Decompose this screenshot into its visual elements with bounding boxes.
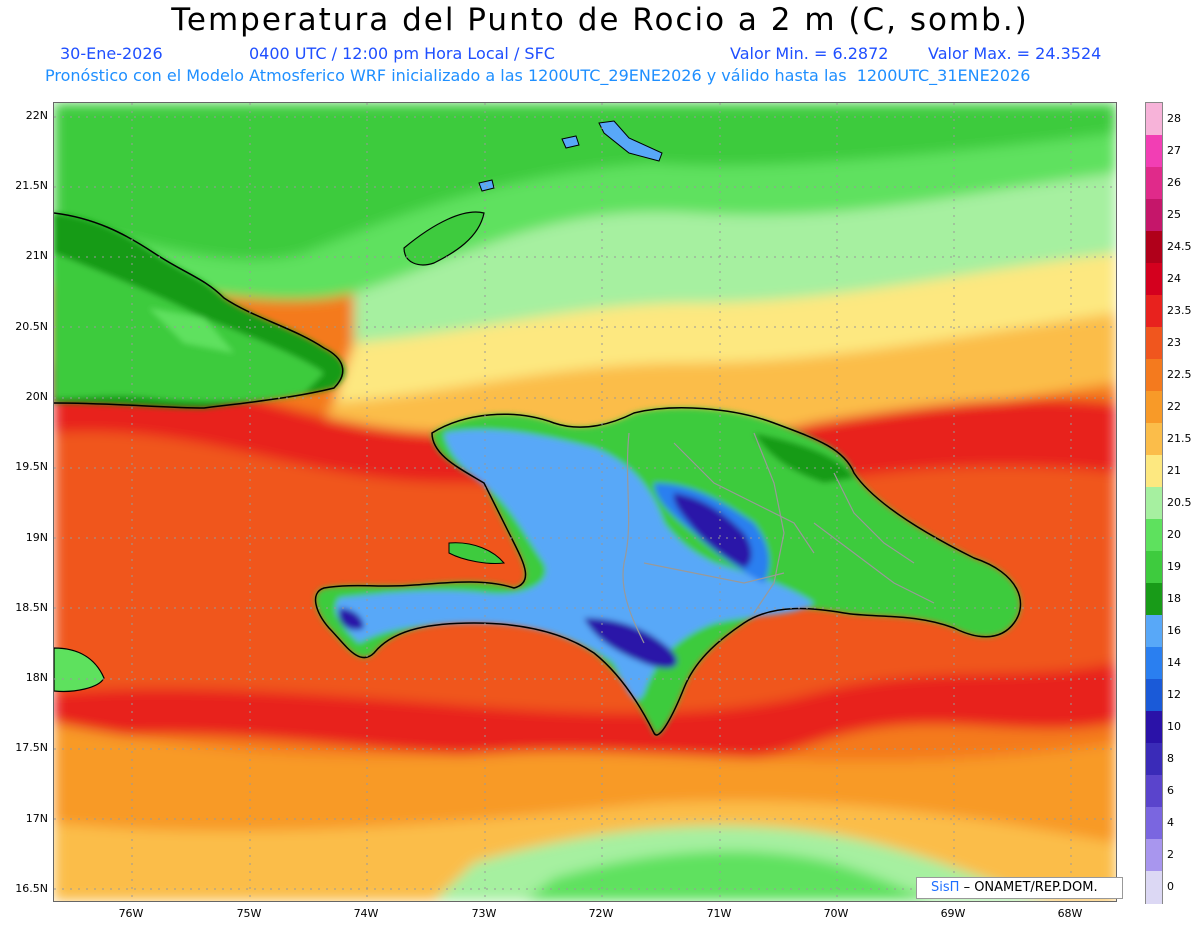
colorbar-swatch <box>1146 647 1162 680</box>
colorbar-swatch <box>1146 743 1162 776</box>
sispi-logo: SisΠ <box>931 880 960 895</box>
colorbar-label: 10 <box>1167 720 1181 733</box>
colorbar-swatch <box>1146 135 1162 168</box>
credit-box: SisΠ – ONAMET/REP.DOM. <box>916 877 1123 899</box>
colorbar-swatch <box>1146 391 1162 424</box>
date-label: 30-Ene-2026 <box>60 44 163 63</box>
colorbar-label: 14 <box>1167 656 1181 669</box>
colorbar-swatch <box>1146 871 1162 904</box>
colorbar-label: 24.5 <box>1167 240 1192 253</box>
colorbar-label: 4 <box>1167 816 1174 829</box>
lon-label: 73W <box>471 907 497 920</box>
colorbar-swatch <box>1146 455 1162 488</box>
colorbar-swatch <box>1146 615 1162 648</box>
lon-label: 71W <box>706 907 732 920</box>
colorbar-swatch <box>1146 583 1162 616</box>
lat-label: 17.5N <box>15 741 48 754</box>
colorbar-swatch <box>1146 519 1162 552</box>
colorbar-label: 22.5 <box>1167 368 1192 381</box>
lat-label: 19N <box>25 531 48 544</box>
colorbar-label: 26 <box>1167 176 1181 189</box>
lon-label: 75W <box>236 907 262 920</box>
colorbar-label: 18 <box>1167 592 1181 605</box>
colorbar-label: 27 <box>1167 144 1181 157</box>
colorbar-swatch <box>1146 839 1162 872</box>
colorbar-label: 2 <box>1167 848 1174 861</box>
colorbar-swatch <box>1146 679 1162 712</box>
chart-title: Temperatura del Punto de Rocio a 2 m (C,… <box>171 2 1029 38</box>
colorbar-swatch <box>1146 711 1162 744</box>
colorbar-swatch <box>1146 167 1162 200</box>
colorbar-swatch <box>1146 327 1162 360</box>
colorbar-label: 21 <box>1167 464 1181 477</box>
colorbar-label: 0 <box>1167 880 1174 893</box>
model-label: Pronóstico con el Modelo Atmosferico WRF… <box>45 66 1031 85</box>
dewpoint-map[interactable] <box>53 102 1117 902</box>
colorbar-swatch <box>1146 423 1162 456</box>
colorbar-label: 8 <box>1167 752 1174 765</box>
credit-text: – ONAMET/REP.DOM. <box>963 880 1098 895</box>
colorbar-label: 23 <box>1167 336 1181 349</box>
colorbar-label: 25 <box>1167 208 1181 221</box>
lat-label: 17N <box>25 812 48 825</box>
lat-label: 21N <box>25 249 48 262</box>
colorbar-label: 21.5 <box>1167 432 1192 445</box>
colorbar-swatch <box>1146 487 1162 520</box>
colorbar-label: 16 <box>1167 624 1181 637</box>
colorbar-swatch <box>1146 231 1162 264</box>
colorbar-label: 28 <box>1167 112 1181 125</box>
colorbar-label: 24 <box>1167 272 1181 285</box>
colorbar-swatch <box>1146 263 1162 296</box>
colorbar-label: 12 <box>1167 688 1181 701</box>
colorbar-label: 22 <box>1167 400 1181 413</box>
colorbar-label: 23.5 <box>1167 304 1192 317</box>
colorbar <box>1145 102 1163 904</box>
colorbar-label: 19 <box>1167 560 1181 573</box>
colorbar-label: 6 <box>1167 784 1174 797</box>
min-label: Valor Min. = 6.2872 <box>730 44 889 63</box>
max-label: Valor Max. = 24.3524 <box>928 44 1102 63</box>
time-label: 0400 UTC / 12:00 pm Hora Local / SFC <box>249 44 555 63</box>
colorbar-swatch <box>1146 551 1162 584</box>
lon-label: 69W <box>940 907 966 920</box>
colorbar-label: 20 <box>1167 528 1181 541</box>
colorbar-swatch <box>1146 359 1162 392</box>
colorbar-swatch <box>1146 103 1162 136</box>
colorbar-swatch <box>1146 199 1162 232</box>
lat-label: 16.5N <box>15 882 48 895</box>
lon-label: 70W <box>823 907 849 920</box>
lat-label: 22N <box>25 109 48 122</box>
colorbar-swatch <box>1146 295 1162 328</box>
lat-label: 20N <box>25 390 48 403</box>
lat-label: 18N <box>25 671 48 684</box>
lat-label: 19.5N <box>15 460 48 473</box>
lon-label: 76W <box>118 907 144 920</box>
map-svg <box>54 103 1116 901</box>
lat-label: 18.5N <box>15 601 48 614</box>
lon-label: 72W <box>588 907 614 920</box>
lat-label: 21.5N <box>15 179 48 192</box>
lon-label: 74W <box>353 907 379 920</box>
colorbar-swatch <box>1146 807 1162 840</box>
lat-label: 20.5N <box>15 320 48 333</box>
colorbar-swatch <box>1146 775 1162 808</box>
colorbar-label: 20.5 <box>1167 496 1192 509</box>
lon-label: 68W <box>1057 907 1083 920</box>
